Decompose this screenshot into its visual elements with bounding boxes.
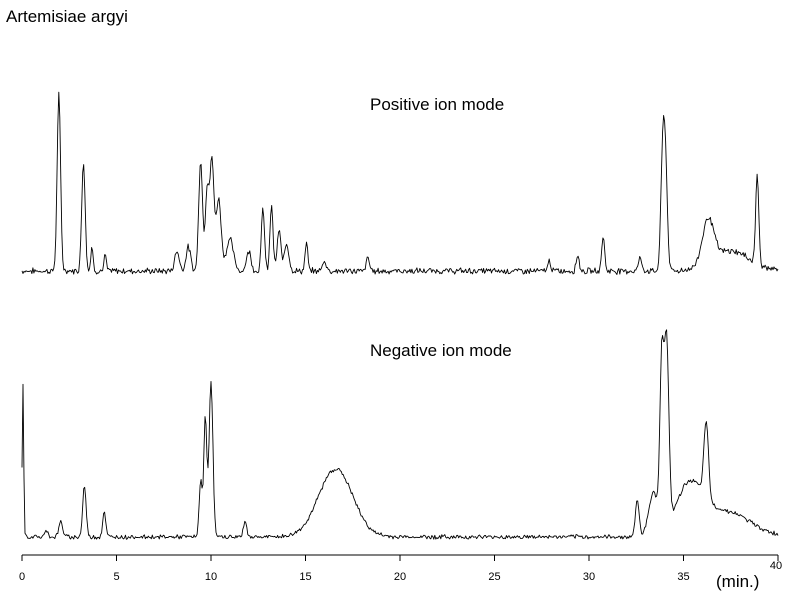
x-tick-label: 25 [488,571,500,583]
positive-ion-trace [21,91,779,275]
positive-mode-label: Positive ion mode [370,95,504,114]
x-tick-label: 35 [677,571,689,583]
negative-ion-trace [21,329,779,540]
x-tick-label: 15 [299,571,311,583]
x-tick-label: 5 [113,571,119,583]
chart-title: Artemisiae argyi [6,7,128,26]
x-tick-label: 10 [205,571,217,583]
x-axis-ticks: 0 5 10 15 20 25 30 35 40 [19,555,782,583]
negative-mode-label: Negative ion mode [370,341,512,360]
x-tick-label: 0 [19,571,25,583]
x-axis-unit-label: (min.) [716,572,759,591]
x-tick-label: 40 [770,560,782,572]
x-tick-label: 30 [583,571,595,583]
x-tick-label: 20 [394,571,406,583]
